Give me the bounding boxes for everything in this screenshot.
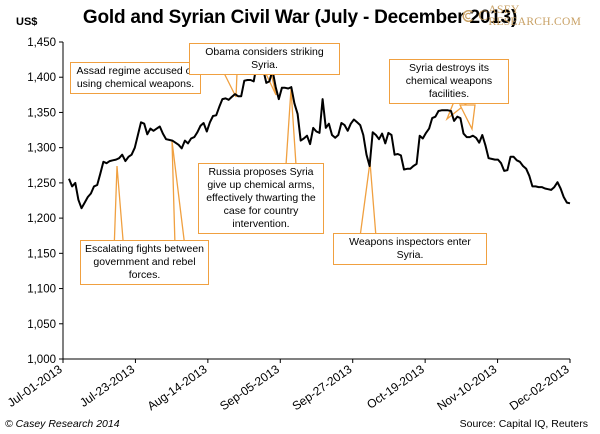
x-tick-label: Sep-27-2013 [290,362,355,413]
brand-name: ASEY RESEARCH.COM [488,4,582,28]
brand-initial: C [478,7,489,24]
callout-pointer [359,161,377,238]
copyright-note: © Casey Research 2014 [5,418,120,430]
y-axis-unit: US$ [16,16,38,28]
callout-syria-destroys: Syria destroys its chemical weapons faci… [389,59,509,104]
y-tick-label: 1,150 [27,248,56,260]
x-tick-label: Oct-19-2013 [364,362,427,412]
callout-obama: Obama considers striking Syria. [189,43,340,75]
x-tick-label: Nov-10-2013 [434,362,499,413]
callout-russia: Russia proposes Syria give up chemical a… [198,163,324,234]
y-tick-label: 1,300 [27,143,56,155]
x-tick-label: Jul-23-2013 [77,362,137,410]
y-tick-label: 1,450 [27,37,56,49]
y-tick-label: 1,400 [27,72,56,84]
callout-assad: Assad regime accused of using chemical w… [70,62,201,94]
callout-inspectors: Weapons inspectors enter Syria. [333,233,487,265]
callout-pointer [458,104,476,132]
y-tick-label: 1,000 [27,354,56,366]
gold-price-line [68,62,571,210]
x-tick-label: Sep-05-2013 [217,362,282,413]
callout-escalating: Escalating fights between government and… [80,240,209,285]
y-tick-label: 1,350 [27,107,56,119]
y-tick-label: 1,250 [27,178,56,190]
brand-logo: C ASEY RESEARCH.COM [461,4,600,28]
x-tick-label: Aug-14-2013 [145,362,210,413]
brand-mark-icon [462,10,473,22]
x-tick-label: Jul-01-2013 [5,362,65,410]
chart-title: Gold and Syrian Civil War (July - Decemb… [82,7,518,28]
y-tick-label: 1,100 [27,284,56,296]
y-tick-label: 1,200 [27,213,56,225]
x-tick-label: Dec-02-2013 [507,362,572,413]
source-note: Source: Capital IQ, Reuters [459,418,588,430]
y-tick-label: 1,050 [27,319,56,331]
